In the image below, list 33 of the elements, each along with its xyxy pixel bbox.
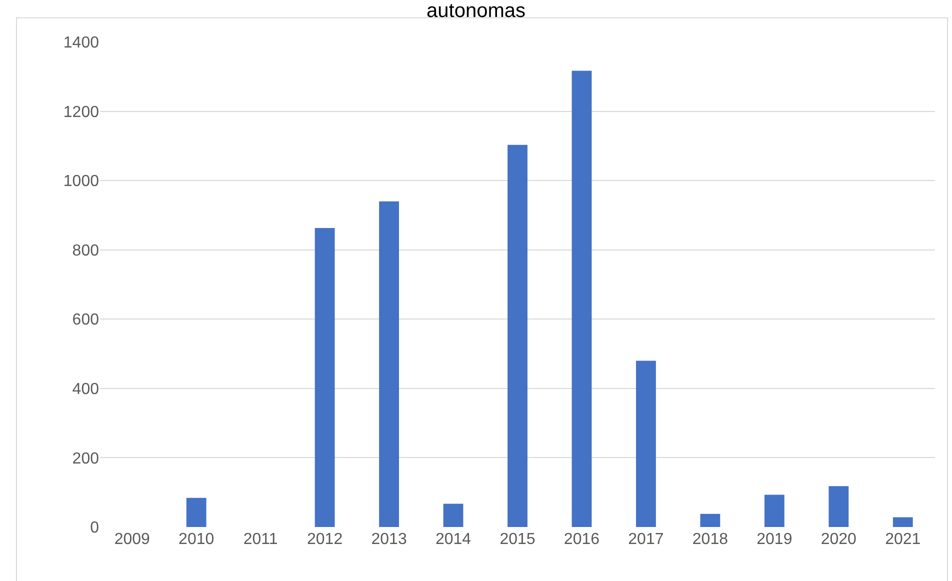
x-tick-label: 2021 [885, 531, 921, 548]
x-tick-label: 2010 [178, 531, 214, 548]
bar [892, 517, 913, 527]
bar [508, 144, 528, 527]
x-tick-label: 2019 [756, 531, 792, 548]
x-tick-label: 2016 [564, 531, 600, 548]
x-tick-label: 2018 [692, 531, 728, 548]
y-tick-label: 1000 [63, 173, 100, 190]
bar [186, 498, 206, 527]
x-tick-label: 2012 [307, 531, 343, 548]
chart-title: autonomas [426, 0, 526, 22]
bar [636, 360, 656, 527]
x-tick-label: 2014 [435, 531, 472, 548]
x-tick-label: 2017 [628, 531, 664, 548]
y-tick-label: 400 [72, 381, 100, 398]
bar [314, 228, 335, 527]
bar [828, 486, 849, 527]
y-tick-label: 1200 [63, 104, 100, 121]
y-tick-label: 1400 [63, 34, 100, 52]
bar [764, 494, 784, 527]
x-tick-label: 2009 [114, 531, 150, 548]
x-tick-label: 2011 [243, 531, 278, 548]
x-tick-label: 2020 [820, 531, 857, 548]
y-tick-label: 200 [72, 450, 100, 468]
x-tick-label: 2015 [500, 531, 536, 548]
y-tick-label: 600 [72, 312, 100, 329]
bar [379, 201, 399, 527]
bar [700, 514, 720, 527]
bar [443, 504, 464, 527]
y-tick-label: 800 [72, 242, 100, 260]
x-tick-label: 2013 [371, 531, 407, 548]
y-tick-label: 0 [90, 520, 100, 537]
bar [572, 70, 592, 527]
